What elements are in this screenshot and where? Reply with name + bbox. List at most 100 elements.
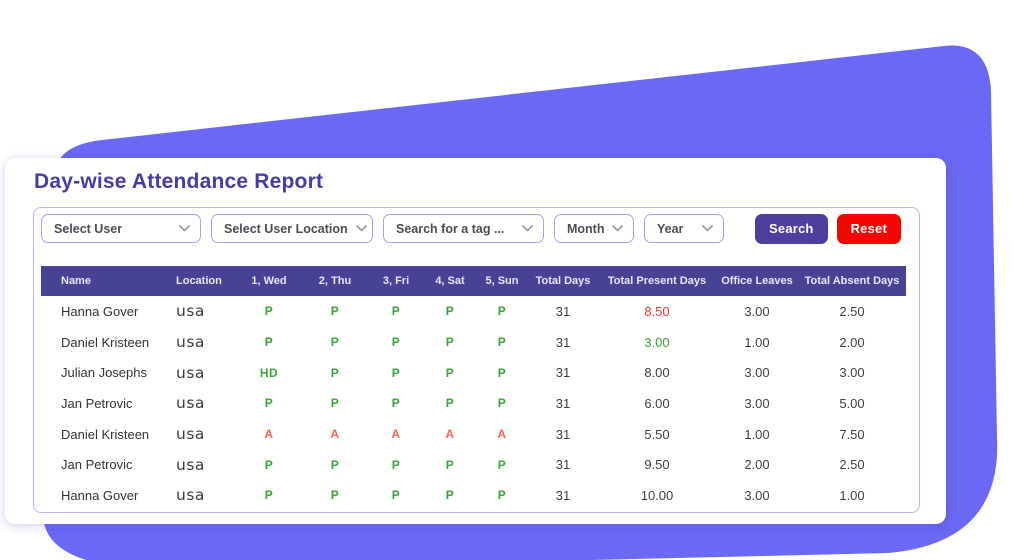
chevron-down-icon [522, 225, 533, 232]
total-days-cell: 31 [555, 365, 571, 381]
column-header-total-present: Total Present Days [607, 275, 707, 287]
day-status-cell: A [497, 427, 507, 442]
filter-actions: Search Reset [755, 213, 901, 244]
day-status-cell: A [264, 427, 274, 442]
day-status-cell: P [391, 488, 401, 503]
column-header-day1: 1, Wed [251, 275, 287, 287]
reset-button[interactable]: Reset [836, 213, 901, 244]
day-status-cell: P [330, 488, 340, 503]
day-status-cell: P [391, 304, 401, 319]
day-status-cell: A [391, 427, 401, 442]
day-status-cell: P [445, 457, 455, 472]
location-cell: usa [176, 333, 205, 352]
location-cell: usa [176, 486, 205, 505]
total-days-cell: 31 [555, 457, 571, 473]
employee-name: Jan Petrovic [61, 457, 133, 473]
employee-name: Daniel Kristeen [61, 334, 150, 350]
table-header: Name Location 1, Wed 2, Thu 3, Fri 4, Sa… [41, 266, 906, 296]
chevron-down-icon [702, 225, 713, 232]
filter-bar: Select User Select User Location Search … [34, 208, 919, 244]
total-absent-cell: 2.00 [839, 334, 865, 350]
column-header-location: Location [176, 275, 222, 287]
day-status-cell: P [497, 304, 507, 319]
employee-name: Julian Josephs [61, 365, 147, 381]
total-present-cell: 9.50 [644, 457, 670, 473]
table-row: Hanna Gover usa P P P P P 31 8.50 3.00 2.50 [41, 296, 906, 327]
office-leaves-cell: 3.00 [744, 487, 770, 503]
total-days-cell: 31 [555, 395, 571, 411]
column-header-total-absent: Total Absent Days [804, 275, 900, 287]
year-dropdown[interactable]: Year [644, 214, 724, 243]
search-button[interactable]: Search [755, 213, 828, 244]
day-status-cell: P [330, 396, 340, 411]
day-status-cell: HD [259, 365, 279, 380]
table-row: Daniel Kristeen usa A A A A A 31 5.50 1.00 7.50 [41, 418, 906, 450]
total-present-cell: 10.00 [640, 487, 674, 503]
total-absent-cell: 7.50 [839, 426, 865, 442]
day-status-cell: P [264, 457, 274, 472]
location-cell: usa [176, 363, 205, 382]
column-header-day2: 2, Thu [318, 275, 352, 287]
office-leaves-cell: 1.00 [744, 426, 770, 442]
day-status-cell: A [330, 427, 340, 442]
table-body: Hanna Gover usa P P P P P 31 8.50 3.00 2.50 Daniel … [41, 296, 906, 511]
attendance-table: Name Location 1, Wed 2, Thu 3, Fri 4, Sa… [41, 266, 906, 511]
column-header-day5: 5, Sun [485, 275, 519, 287]
month-dropdown[interactable]: Month [554, 214, 634, 243]
chevron-down-icon [355, 225, 367, 232]
table-row: Julian Josephs usa HD P P P P 31 8.00 3.00 3.00 [41, 357, 906, 389]
day-status-cell: P [391, 335, 401, 350]
tag-search-dropdown[interactable]: Search for a tag ... [383, 214, 544, 243]
day-status-cell: P [445, 335, 455, 350]
day-status-cell: P [445, 304, 455, 319]
day-status-cell: P [497, 365, 507, 380]
total-present-cell: 6.00 [644, 395, 670, 411]
day-status-cell: P [264, 304, 274, 319]
column-header-day4: 4, Sat [435, 275, 465, 287]
table-row: Jan Petrovic usa P P P P P 31 9.50 2.00 2.50 [41, 449, 906, 481]
office-leaves-cell: 2.00 [744, 457, 770, 473]
chevron-down-icon [612, 225, 624, 232]
office-leaves-cell: 3.00 [744, 365, 770, 381]
total-present-cell: 8.50 [644, 303, 670, 319]
table-row: Daniel Kristeen usa P P P P P 31 3.00 1.00 2.00 [41, 326, 906, 358]
column-header-office-leaves: Office Leaves [721, 275, 793, 287]
column-header-total-days: Total Days [535, 275, 591, 287]
day-status-cell: P [391, 365, 401, 380]
day-status-cell: P [497, 488, 507, 503]
total-absent-cell: 5.00 [839, 395, 865, 411]
table-row: Jan Petrovic usa P P P P P 31 6.00 3.00 5.00 [41, 388, 906, 419]
location-cell: usa [176, 425, 205, 444]
day-status-cell: P [391, 457, 401, 472]
day-status-cell: P [445, 488, 455, 503]
office-leaves-cell: 3.00 [744, 395, 770, 411]
total-days-cell: 31 [555, 303, 571, 319]
day-status-cell: P [330, 335, 340, 350]
report-card: Day-wise Attendance Report Select User S… [5, 158, 946, 524]
select-user-label: Select User [54, 221, 123, 236]
total-absent-cell: 1.00 [839, 487, 865, 503]
day-status-cell: P [330, 304, 340, 319]
total-present-cell: 3.00 [644, 334, 670, 350]
office-leaves-cell: 1.00 [744, 334, 770, 350]
select-user-dropdown[interactable]: Select User [41, 214, 201, 243]
day-status-cell: P [497, 457, 507, 472]
year-label: Year [657, 221, 684, 236]
report-panel: Select User Select User Location Search … [33, 207, 920, 513]
select-user-location-label: Select User Location [224, 221, 348, 236]
column-header-name: Name [61, 275, 91, 287]
total-days-cell: 31 [555, 334, 571, 350]
select-user-location-dropdown[interactable]: Select User Location [211, 214, 373, 243]
total-present-cell: 8.00 [644, 365, 670, 381]
day-status-cell: P [264, 488, 274, 503]
column-header-day3: 3, Fri [382, 275, 410, 287]
day-status-cell: P [330, 365, 340, 380]
day-status-cell: P [391, 396, 401, 411]
page-title: Day-wise Attendance Report [34, 170, 324, 193]
total-absent-cell: 2.50 [839, 457, 865, 473]
day-status-cell: A [445, 427, 455, 442]
chevron-down-icon [179, 225, 190, 232]
day-status-cell: P [445, 365, 455, 380]
total-days-cell: 31 [555, 487, 571, 503]
